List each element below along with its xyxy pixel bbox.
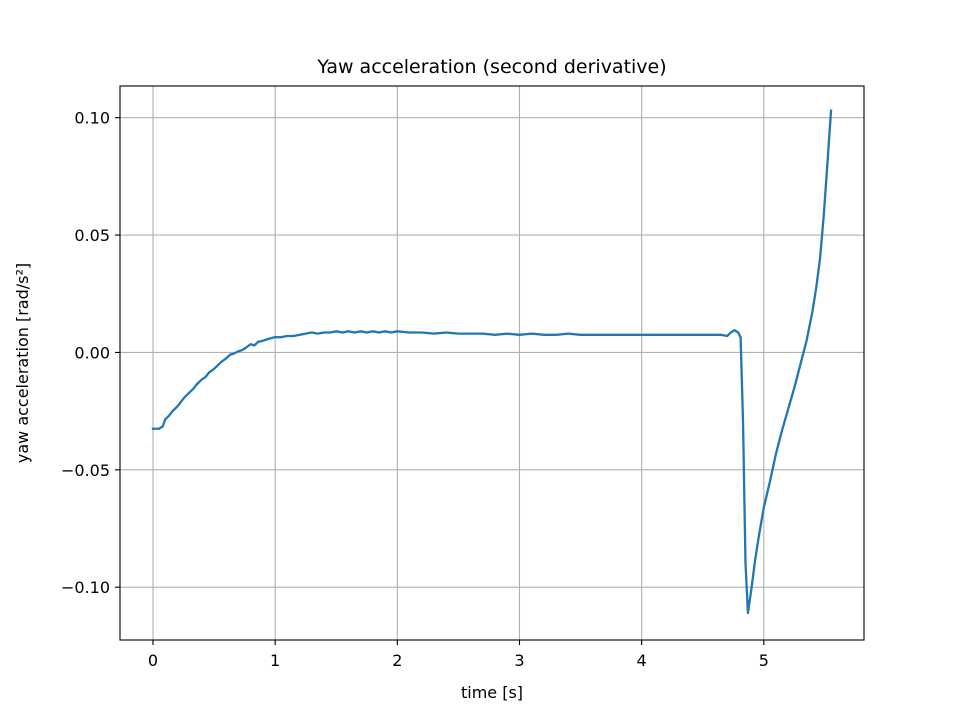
x-tick-label: 4 [637,651,647,670]
x-axis-title: time [s] [461,683,523,702]
x-tick-label: 3 [514,651,524,670]
series-layer [151,109,833,615]
chart-title: Yaw acceleration (second derivative) [316,56,666,78]
y-tick-label: −0.05 [61,461,110,480]
y-tick-label: −0.10 [61,578,110,597]
grid [120,86,864,640]
y-tick-label: 0.00 [74,343,110,362]
y-tick-label: 0.05 [74,226,110,245]
x-tick-label: 0 [148,651,158,670]
ticks: 0 1 2 3 4 5 −0.10 −0.05 0.00 0.05 0.10 [61,109,769,670]
series-line [151,109,833,615]
y-axis-title: yaw acceleration [rad/s²] [13,263,32,463]
x-tick-label: 1 [270,651,280,670]
x-tick-label: 5 [759,651,769,670]
y-tick-label: 0.10 [74,109,110,128]
plot-frame [119,85,865,641]
x-tick-label: 2 [392,651,402,670]
